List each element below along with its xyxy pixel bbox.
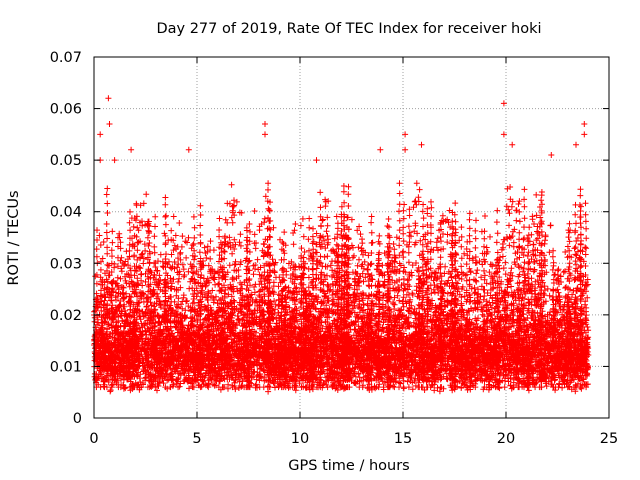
y-tick-label: 0.01: [50, 359, 82, 375]
x-tick-label: 15: [394, 431, 412, 447]
x-tick-label: 25: [600, 431, 618, 447]
roti-data-series: [91, 95, 592, 395]
y-tick-label: 0.04: [50, 205, 82, 221]
chart-title: Day 277 of 2019, Rate Of TEC Index for r…: [156, 21, 541, 37]
x-tick-label: 0: [89, 431, 98, 447]
y-tick-label: 0.07: [50, 50, 82, 66]
x-tick-label: 20: [497, 431, 515, 447]
axes: 0 5 10 15 20 25 0 0.01 0.02 0.03 0.04 0.05 0.06 0.07: [50, 50, 619, 447]
x-tick-label: 5: [192, 431, 201, 447]
x-axis-label: GPS time / hours: [288, 458, 409, 474]
y-tick-label: 0.05: [50, 153, 82, 169]
data-points: [91, 95, 592, 395]
y-tick-label: 0: [73, 411, 82, 427]
y-axis-label: ROTI / TECUs: [6, 190, 22, 285]
grid-lines: [94, 57, 609, 418]
y-tick-label: 0.06: [50, 102, 82, 118]
y-tick-label: 0.03: [50, 256, 82, 272]
plot-border: [93, 56, 610, 419]
x-tick-label: 10: [291, 431, 309, 447]
y-tick-label: 0.02: [50, 308, 82, 324]
